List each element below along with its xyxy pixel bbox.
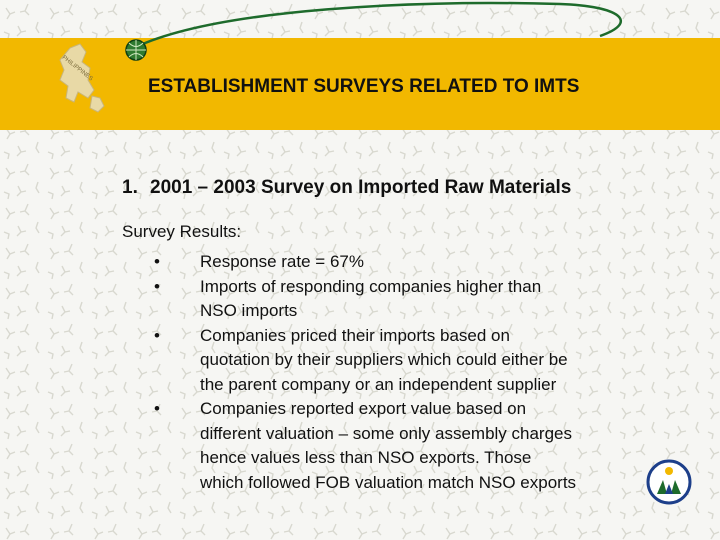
- bullet-text: Companies priced their imports based on …: [200, 325, 568, 394]
- survey-results-label: Survey Results:: [122, 222, 242, 241]
- bullet-symbol: •: [154, 399, 160, 418]
- bullet-symbol: •: [154, 252, 160, 271]
- bullet-text: Response rate = 67%: [200, 252, 364, 271]
- heading-text: 2001 – 2003 Survey on Imported Raw Mater…: [150, 177, 572, 198]
- header-arc: [135, 1, 622, 49]
- header-decoration: PHILIPPINES: [59, 1, 622, 113]
- nso-logo-icon: [646, 459, 692, 505]
- globe-icon: [125, 39, 147, 61]
- results-list: • Response rate = 67% • Imports of respo…: [150, 250, 650, 495]
- bullet-symbol: •: [154, 325, 160, 345]
- bullet-text: Imports of responding companies higher t…: [200, 276, 542, 321]
- list-item: • Response rate = 67%: [150, 250, 650, 275]
- list-item: • Imports of responding companies higher…: [150, 275, 650, 324]
- philippines-map-icon: PHILIPPINES: [59, 43, 105, 113]
- title-banner: [0, 38, 720, 130]
- list-item: • Companies priced their imports based o…: [150, 324, 650, 398]
- list-item: • Companies reported export value based …: [150, 397, 650, 495]
- bullet-symbol: •: [154, 276, 160, 296]
- bullet-text: Companies reported export value based on…: [200, 399, 577, 492]
- slide-title: ESTABLISHMENT SURVEYS RELATED TO IMTS: [148, 76, 580, 97]
- section-heading: 1. 2001 – 2003 Survey on Imported Raw Mat…: [122, 177, 571, 199]
- heading-number: 1.: [122, 177, 138, 198]
